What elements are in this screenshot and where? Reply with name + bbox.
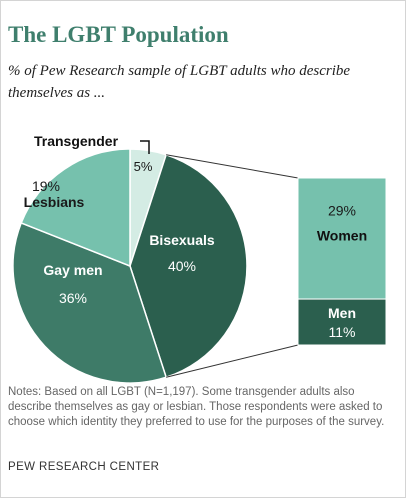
chart-labels: Gay men 36% Bisexuals 40% 19%Lesbians 5% Trans… (24, 133, 368, 340)
connector-bottom (166, 344, 299, 378)
slice-label-bisexuals: Bisexuals (149, 232, 215, 248)
segment-value-women: 29% (328, 203, 356, 219)
chart-title: The LGBT Population (8, 22, 229, 47)
breakout-bar (297, 177, 387, 346)
slice-value-transgender: 5% (134, 159, 153, 174)
pie-slice-gay-men (12, 221, 168, 384)
slice-label-lesbians: Lesbians (24, 194, 85, 210)
chart-source: PEW RESEARCH CENTER (8, 461, 160, 473)
segment-label-men: Men (328, 305, 356, 321)
breakout-segment-women (297, 177, 387, 300)
transgender-callout (140, 140, 150, 154)
chart-subtitle: % of Pew Research sample of LGBT adults … (8, 63, 351, 101)
breakout-connectors (166, 154, 299, 378)
segment-value-men: 11% (329, 324, 356, 340)
slice-value-gay-men: 36% (59, 290, 87, 306)
slice-label-gay-men: Gay men (43, 262, 102, 278)
pie-slice-bisexuals (129, 153, 248, 379)
chart-notes: Notes: Based on all LGBT (N=1,197). Some… (8, 386, 385, 428)
pie-slice-lesbians (20, 148, 131, 268)
slice-label-transgender: Transgender (34, 133, 119, 149)
breakout-segment-men (297, 298, 387, 346)
connector-top (166, 154, 299, 179)
slice-value-bisexuals: 40% (168, 258, 196, 274)
segment-label-women: Women (317, 228, 367, 244)
pie-slices (12, 148, 248, 384)
slice-value-lesbians: 19% (32, 178, 60, 194)
